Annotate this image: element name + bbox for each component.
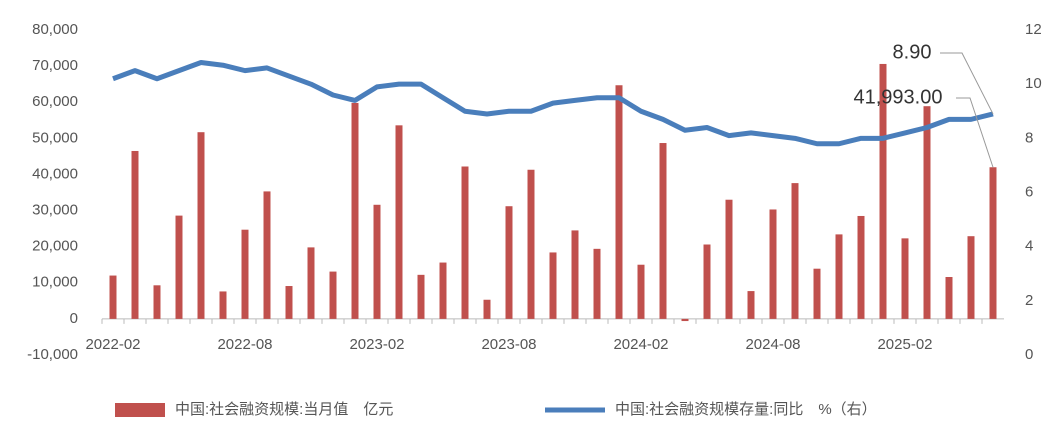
bar [637, 264, 645, 319]
y-tick-label: 10,000 [32, 274, 78, 291]
legend-swatch [115, 403, 165, 417]
bar [593, 248, 601, 319]
bar [197, 132, 205, 319]
bar [219, 291, 227, 319]
bar [439, 262, 447, 319]
y2-tick-label: 6 [1025, 183, 1033, 200]
bar [131, 150, 139, 319]
bar [681, 318, 689, 322]
y-tick-label: 40,000 [32, 165, 78, 182]
legend-label: 中国:社会融资规模存量:同比 %（右） [615, 401, 877, 418]
y2-tick-label: 4 [1025, 238, 1033, 255]
y2-tick-label: 12 [1025, 21, 1042, 38]
bar [549, 252, 557, 319]
x-tick-label: 2024-02 [613, 336, 668, 353]
bar [373, 204, 381, 319]
y-tick-label: 0 [70, 310, 78, 327]
leader-line [956, 97, 994, 168]
bar [527, 169, 535, 319]
bar [725, 199, 733, 319]
y-tick-label: 60,000 [32, 93, 78, 110]
bar [791, 183, 799, 319]
bar [703, 244, 711, 319]
bar [967, 236, 975, 319]
bar [835, 234, 843, 319]
y2-tick-label: 2 [1025, 292, 1033, 309]
y-tick-label: 30,000 [32, 202, 78, 219]
x-tick-label: 2023-08 [481, 336, 536, 353]
y-tick-label: 50,000 [32, 129, 78, 146]
bar [923, 106, 931, 319]
line [112, 60, 994, 147]
bar [329, 271, 337, 319]
bar [901, 238, 909, 319]
bar [857, 215, 865, 319]
x-tick-label: 2024-08 [745, 336, 800, 353]
bar [417, 274, 425, 319]
bar [615, 85, 623, 319]
bar [571, 230, 579, 319]
y-tick-label: -10,000 [27, 346, 78, 363]
bar [483, 299, 491, 319]
bar [879, 63, 887, 319]
bar [945, 277, 953, 319]
y2-tick-label: 10 [1025, 75, 1042, 92]
y2-tick-label: 8 [1025, 129, 1033, 146]
bar [989, 167, 997, 319]
bar [175, 215, 183, 319]
bar [109, 275, 117, 319]
bar [813, 268, 821, 319]
bar [659, 143, 667, 319]
x-tick-label: 2022-08 [217, 336, 272, 353]
x-tick-label: 2022-02 [85, 336, 140, 353]
bar [263, 191, 271, 319]
bar [351, 102, 359, 319]
y-tick-label: 20,000 [32, 238, 78, 255]
data-label: 41,993.00 [854, 86, 943, 108]
x-tick-label: 2023-02 [349, 336, 404, 353]
bar [241, 229, 249, 319]
x-tick-label: 2025-02 [877, 336, 932, 353]
y-tick-label: 80,000 [32, 21, 78, 38]
bar [505, 206, 513, 319]
bar [307, 247, 315, 319]
bar [285, 286, 293, 319]
leader-line [940, 52, 994, 115]
bar [769, 209, 777, 319]
y-tick-label: 70,000 [32, 57, 78, 74]
bar [461, 166, 469, 319]
data-label: 8.90 [893, 41, 932, 63]
bar [395, 125, 403, 319]
bar [153, 285, 161, 319]
bar [747, 291, 755, 319]
y2-tick-label: 0 [1025, 346, 1033, 363]
legend-label: 中国:社会融资规模:当月值 亿元 [175, 401, 393, 418]
